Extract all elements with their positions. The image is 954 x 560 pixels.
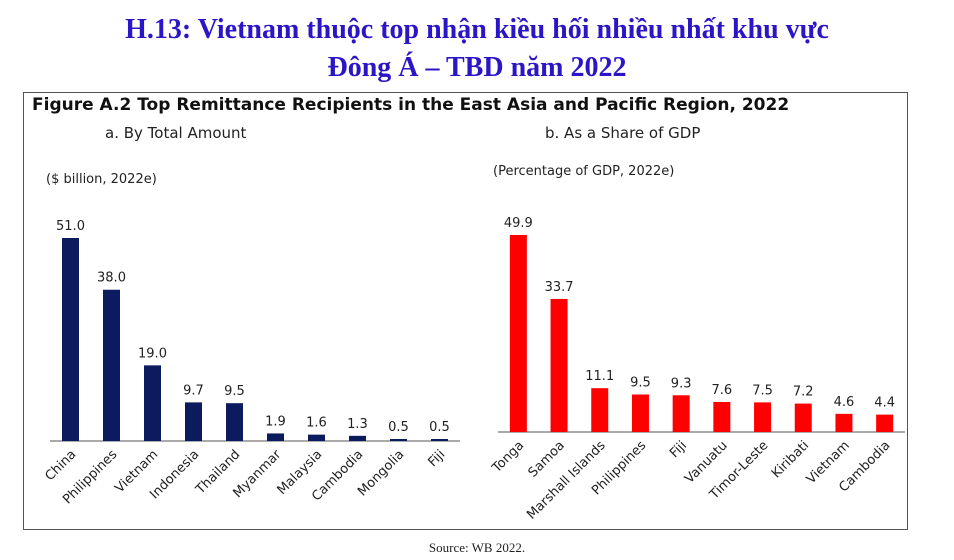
chart-b-value-label: 7.2 xyxy=(793,385,814,400)
source-note: Source: WB 2022. xyxy=(428,540,526,555)
chart-a-bar xyxy=(103,289,120,441)
chart-b-value-label: 49.9 xyxy=(504,216,533,231)
chart-b-value-label: 33.7 xyxy=(545,280,574,295)
chart-b-bar xyxy=(713,401,731,432)
chart-b-bar xyxy=(550,298,568,432)
chart-a-bar xyxy=(62,238,79,441)
chart-a-value-label: 19.0 xyxy=(138,346,167,361)
chart-b-category-label: Tonga xyxy=(489,438,527,476)
chart-a-category-label: China xyxy=(42,447,79,484)
figure-frame xyxy=(23,92,908,530)
chart-b-bar xyxy=(876,414,894,432)
chart-a-title: a. By Total Amount xyxy=(105,124,247,142)
chart-a-value-label: 0.5 xyxy=(388,420,409,435)
chart-a-value-label: 1.6 xyxy=(306,416,327,431)
chart-a-category-label: Fiji xyxy=(425,447,448,470)
chart-b-value-label: 4.6 xyxy=(834,395,855,410)
chart-a-value-label: 1.3 xyxy=(347,417,368,432)
chart-b-value-label: 9.3 xyxy=(671,376,692,391)
chart-a-value-label: 51.0 xyxy=(56,219,85,234)
chart-b-bar xyxy=(835,413,853,432)
chart-b-bar xyxy=(509,235,527,432)
chart-b-bar xyxy=(794,403,812,432)
chart-a-value-label: 38.0 xyxy=(97,271,126,286)
chart-b-value-label: 7.6 xyxy=(712,383,733,398)
chart-b-bar xyxy=(631,394,649,432)
chart-a-value-label: 1.9 xyxy=(265,414,286,429)
chart-b-title: b. As a Share of GDP xyxy=(545,124,701,142)
chart-b-bar xyxy=(672,395,690,432)
page-title-line-1: H.13: Vietnam thuộc top nhận kiều hối nh… xyxy=(125,14,829,45)
figure-title: Figure A.2 Top Remittance Recipients in … xyxy=(32,95,790,115)
chart-b-value-label: 7.5 xyxy=(752,383,773,398)
chart-b-unit-label: (Percentage of GDP, 2022e) xyxy=(493,164,675,179)
chart-a-bar xyxy=(226,403,243,441)
chart-b-value-label: 4.4 xyxy=(874,396,895,411)
chart-a-value-label: 9.5 xyxy=(224,384,245,399)
chart-b-value-label: 11.1 xyxy=(585,369,614,384)
chart-a-bar xyxy=(308,434,325,441)
page-title-line-2: Đông Á – TBD năm 2022 xyxy=(327,52,627,83)
chart-a-value-label: 0.5 xyxy=(429,420,450,435)
chart-a-bar xyxy=(185,402,202,441)
chart-a-bar xyxy=(349,435,366,441)
chart-a-unit-label: ($ billion, 2022e) xyxy=(46,172,157,187)
chart-a-bar xyxy=(390,439,407,441)
chart-b-category-label: Fiji xyxy=(667,438,690,461)
chart-b-value-label: 9.5 xyxy=(630,375,651,390)
chart-a-bar xyxy=(267,433,284,441)
chart-b-bar xyxy=(591,388,609,432)
chart-b-bar xyxy=(754,402,772,432)
chart-a-bar xyxy=(431,439,448,441)
chart-a-value-label: 9.7 xyxy=(183,383,204,398)
chart-a-bar xyxy=(144,365,161,441)
